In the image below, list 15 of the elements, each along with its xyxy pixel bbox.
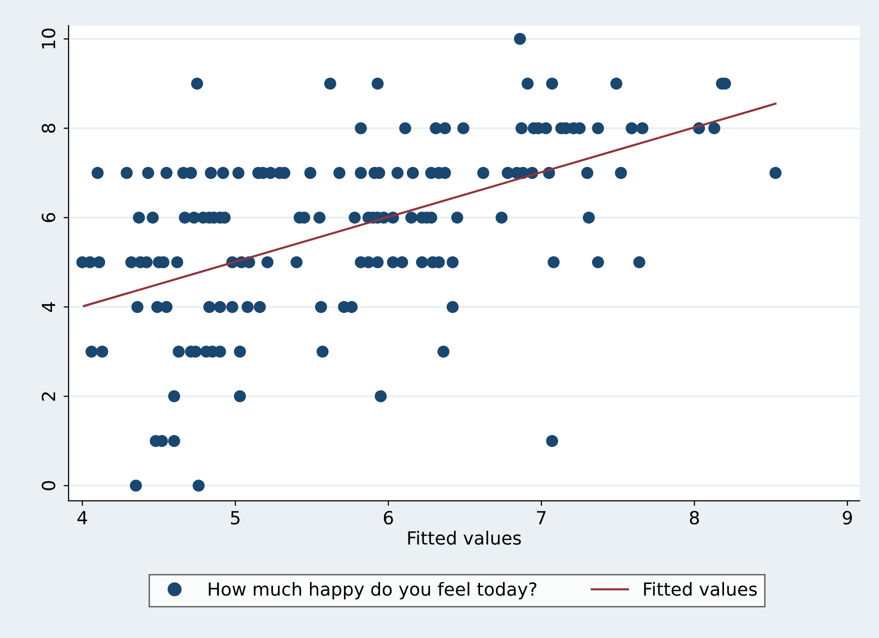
- y-tick-label: 10: [42, 28, 56, 48]
- x-tick-label: 8: [690, 510, 699, 525]
- x-tick-label: 4: [77, 511, 88, 524]
- x-tick-label: 9: [842, 510, 852, 525]
- legend-label: How much happy do you feel today?: [208, 582, 536, 600]
- x-tick-label: 5: [231, 511, 240, 525]
- x-axis-title: Fitted values: [408, 530, 521, 545]
- x-tick-label: 6: [384, 510, 393, 525]
- y-tick-label: 0: [42, 481, 56, 490]
- y-tick-label: 8: [42, 124, 56, 133]
- y-tick-label: 2: [42, 392, 56, 401]
- x-tick-label: 7: [537, 511, 546, 524]
- y-tick-label: 6: [42, 213, 56, 222]
- y-tick-label: 4: [42, 302, 56, 312]
- legend-label: Fitted values: [644, 582, 757, 596]
